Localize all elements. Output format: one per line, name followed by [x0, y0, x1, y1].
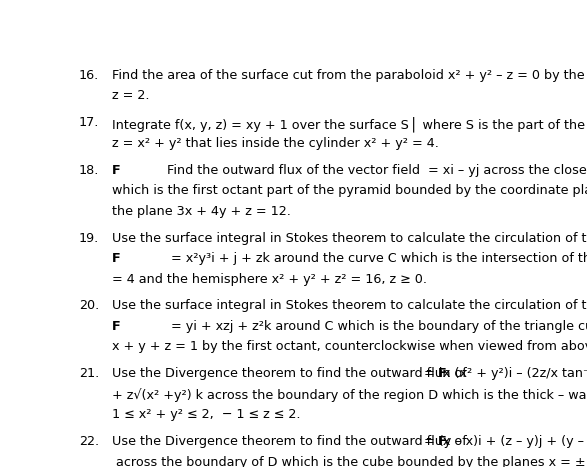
Text: 18.: 18.	[79, 163, 99, 177]
Text: = yi + xzj + z²k around C which is the boundary of the triangle cut from the pla: = yi + xzj + z²k around C which is the b…	[167, 320, 587, 333]
Text: 22.: 22.	[79, 435, 99, 448]
Text: Use the surface integral in Stokes theorem to calculate the circulation of the f: Use the surface integral in Stokes theor…	[112, 232, 587, 245]
Text: F: F	[438, 368, 447, 381]
Text: 20.: 20.	[79, 299, 99, 312]
Text: F: F	[112, 252, 121, 265]
Text: Use the surface integral in Stokes theorem to calculate the circulation of the f: Use the surface integral in Stokes theor…	[112, 299, 587, 312]
Text: 1 ≤ x² + y² ≤ 2,  − 1 ≤ z ≤ 2.: 1 ≤ x² + y² ≤ 2, − 1 ≤ z ≤ 2.	[112, 409, 301, 421]
Text: z = x² + y² that lies inside the cylinder x² + y² = 4.: z = x² + y² that lies inside the cylinde…	[112, 136, 439, 149]
Text: Find the area of the surface cut from the paraboloid x² + y² – z = 0 by the plan: Find the area of the surface cut from th…	[112, 69, 587, 82]
Text: which is the first octant part of the pyramid bounded by the coordinate planes a: which is the first octant part of the py…	[112, 184, 587, 197]
Text: Use the Divergence theorem to find the outward flux of: Use the Divergence theorem to find the o…	[112, 368, 471, 381]
Text: F: F	[112, 320, 121, 333]
Text: 21.: 21.	[79, 368, 99, 381]
Text: 19.: 19.	[79, 232, 99, 245]
Text: x + y + z = 1 by the first octant, counterclockwise when viewed from above.: x + y + z = 1 by the first octant, count…	[112, 340, 587, 354]
Text: F: F	[438, 435, 447, 448]
Text: = x²y³i + j + zk around the curve C which is the intersection of the cylinder x²: = x²y³i + j + zk around the curve C whic…	[167, 252, 587, 265]
Text: F: F	[112, 163, 121, 177]
Text: 17.: 17.	[79, 116, 99, 129]
Text: = ln (x² + y²)i – (2z/x tan⁻¹ y/x)j: = ln (x² + y²)i – (2z/x tan⁻¹ y/x)j	[420, 368, 587, 381]
Text: = (y – x)i + (z – y)j + (y – x)k: = (y – x)i + (z – y)j + (y – x)k	[420, 435, 587, 448]
Text: across the boundary of D which is the cube bounded by the planes x = ± 1, y =± 1: across the boundary of D which is the cu…	[112, 456, 587, 467]
Text: Find the outward flux of the vector field  = xi – yj across the closed surface S: Find the outward flux of the vector fiel…	[167, 163, 587, 177]
Text: = 4 and the hemisphere x² + y² + z² = 16, z ≥ 0.: = 4 and the hemisphere x² + y² + z² = 16…	[112, 273, 427, 285]
Text: + z√(x² +y²) k across the boundary of the region D which is the thick – walled c: + z√(x² +y²) k across the boundary of th…	[112, 388, 587, 402]
Text: 16.: 16.	[79, 69, 99, 82]
Text: Integrate f(x, y, z) = xy + 1 over the surface S⎪ where S is the part of the par: Integrate f(x, y, z) = xy + 1 over the s…	[112, 116, 587, 132]
Text: Use the Divergence theorem to find the outward flux of: Use the Divergence theorem to find the o…	[112, 435, 471, 448]
Text: the plane 3x + 4y + z = 12.: the plane 3x + 4y + z = 12.	[112, 205, 291, 218]
Text: z = 2.: z = 2.	[112, 89, 150, 102]
